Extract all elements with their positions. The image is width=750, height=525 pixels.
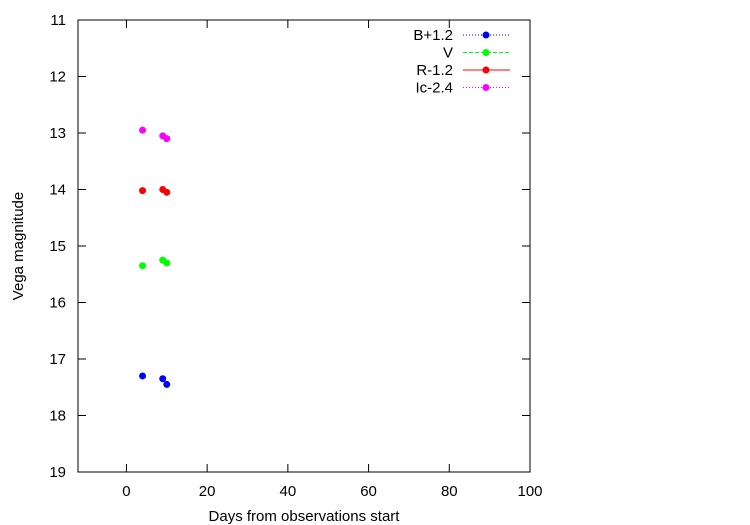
data-point-series-2 — [139, 262, 147, 270]
legend-marker — [482, 66, 490, 74]
y-tick-label: 17 — [49, 351, 66, 368]
data-point-series-4 — [139, 126, 147, 134]
data-point-series-2 — [163, 259, 171, 267]
legend-marker — [482, 49, 490, 56]
data-point-series-1 — [163, 380, 171, 388]
data-point-series-3 — [139, 187, 147, 195]
x-tick-label: 80 — [441, 483, 458, 500]
legend-marker — [482, 84, 490, 91]
data-point-series-4 — [163, 135, 171, 143]
y-tick-label: 11 — [50, 12, 66, 29]
x-axis-label: Days from observations start — [209, 508, 401, 525]
y-tick-label: 19 — [49, 464, 66, 481]
legend-marker — [482, 31, 490, 39]
data-point-series-3 — [163, 188, 171, 196]
y-tick-label: 14 — [49, 182, 66, 199]
legend-label: R-1.2 — [416, 62, 453, 79]
y-tick-label: 16 — [49, 295, 66, 312]
y-tick-label: 12 — [49, 69, 66, 86]
y-axis-label: Vega magnitude — [10, 192, 27, 300]
x-tick-label: 0 — [122, 483, 130, 500]
y-axis: 11 12 13 14 15 16 17 18 19 — [49, 12, 530, 481]
y-tick-label: 18 — [49, 408, 66, 425]
legend-label: Ic-2.4 — [415, 80, 453, 97]
plot-frame — [77, 19, 531, 473]
legend-label: V — [443, 45, 453, 62]
x-tick-label: 40 — [280, 483, 297, 500]
x-tick-label: 100 — [517, 483, 542, 500]
x-tick-label: 20 — [199, 483, 216, 500]
data-point-series-1 — [159, 375, 167, 383]
y-tick-label: 13 — [49, 125, 66, 142]
data-point-series-1 — [139, 372, 147, 380]
legend-label: B+1.2 — [413, 27, 453, 44]
x-tick-label: 60 — [360, 483, 377, 500]
legend: B+1.2VR-1.2Ic-2.4 — [413, 27, 510, 97]
series-layer — [139, 126, 171, 388]
y-tick-label: 15 — [49, 238, 66, 255]
x-axis: 0 20 40 60 80 100 — [122, 20, 543, 500]
